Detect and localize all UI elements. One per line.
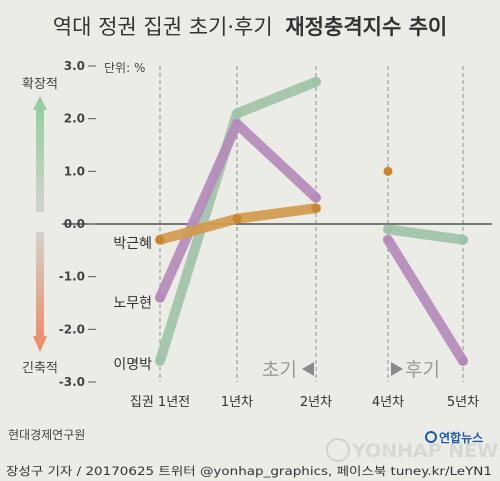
y-axis: 3.0 2.0 1.0 0.0 -1.0 -2.0 -3.0 — [59, 59, 96, 389]
series-label: 박근혜 — [113, 236, 152, 252]
data-point — [383, 235, 393, 245]
series-노무현: 노무현 — [113, 118, 468, 366]
logo-icon — [425, 431, 437, 443]
expansionary-arrow — [33, 96, 47, 212]
legend-contractionary: 긴축적 — [22, 361, 58, 376]
data-point — [458, 235, 468, 245]
credit-line: 장성구 기자 / 20170625 트위터 @yonhap_graphics, … — [6, 464, 492, 478]
chart-title: 역대 정권 집권 초기·후기 재정충격지수 추이 — [53, 15, 447, 39]
data-point — [232, 214, 242, 224]
series-layer: 이명박 노무현 박근혜 — [113, 76, 468, 373]
watermark-text: YONHAP NEWS — [351, 440, 500, 462]
series-label: 이명박 — [113, 357, 152, 373]
phase-late-label: 후기 — [405, 359, 440, 381]
y-tick-label: -3.0 — [59, 375, 85, 389]
contractionary-arrow — [33, 232, 47, 352]
data-point — [311, 193, 321, 203]
direction-indicator: 확장적 긴축적 — [22, 77, 58, 376]
data-point — [232, 108, 242, 118]
gridlines — [62, 66, 492, 382]
yonhap-watermark: YONHAP NEWS — [326, 438, 500, 462]
data-point — [383, 224, 393, 234]
series-line-segment — [383, 234, 468, 366]
y-tick-label: -1.0 — [59, 270, 85, 284]
x-tick-label: 1년차 — [221, 395, 253, 410]
data-point — [383, 166, 393, 176]
series-박근혜: 박근혜 — [113, 166, 393, 252]
triangle-left-icon — [302, 362, 314, 376]
y-tick-label: 3.0 — [64, 59, 85, 73]
x-tick-label: 집권 1년전 — [130, 395, 190, 410]
data-point — [155, 356, 165, 366]
data-point — [311, 203, 321, 213]
data-point — [232, 119, 242, 129]
watermark-circle-icon — [326, 438, 350, 462]
y-tick-label: 0.0 — [64, 217, 85, 231]
data-point — [311, 77, 321, 87]
logo-text: 연합뉴스 — [439, 430, 483, 445]
chart-title-bold: 재정충격지수 추이 — [285, 15, 447, 39]
data-point — [458, 356, 468, 366]
yonhap-logo: 연합뉴스 — [425, 430, 483, 445]
triangle-right-icon — [391, 362, 403, 376]
chart-title-light: 역대 정권 집권 초기·후기 — [53, 15, 273, 39]
series-이명박: 이명박 — [113, 76, 468, 373]
x-tick-label: 2년차 — [300, 395, 332, 410]
x-axis: 집권 1년전 1년차 2년차 4년차 5년차 — [130, 395, 479, 410]
unit-label: 단위: % — [104, 61, 145, 75]
series-line-segment — [383, 224, 468, 245]
data-point — [155, 293, 165, 303]
data-point — [155, 235, 165, 245]
x-tick-label: 4년차 — [372, 395, 404, 410]
series-label: 노무현 — [113, 296, 152, 312]
y-tick-label: 2.0 — [64, 112, 85, 126]
legend-expansionary: 확장적 — [22, 77, 58, 92]
phase-early-label: 초기 — [262, 359, 297, 381]
x-tick-label: 5년차 — [447, 395, 479, 410]
source: 현대경제연구원 — [8, 428, 85, 442]
y-tick-label: -2.0 — [59, 322, 85, 336]
y-tick-label: 1.0 — [64, 164, 85, 178]
